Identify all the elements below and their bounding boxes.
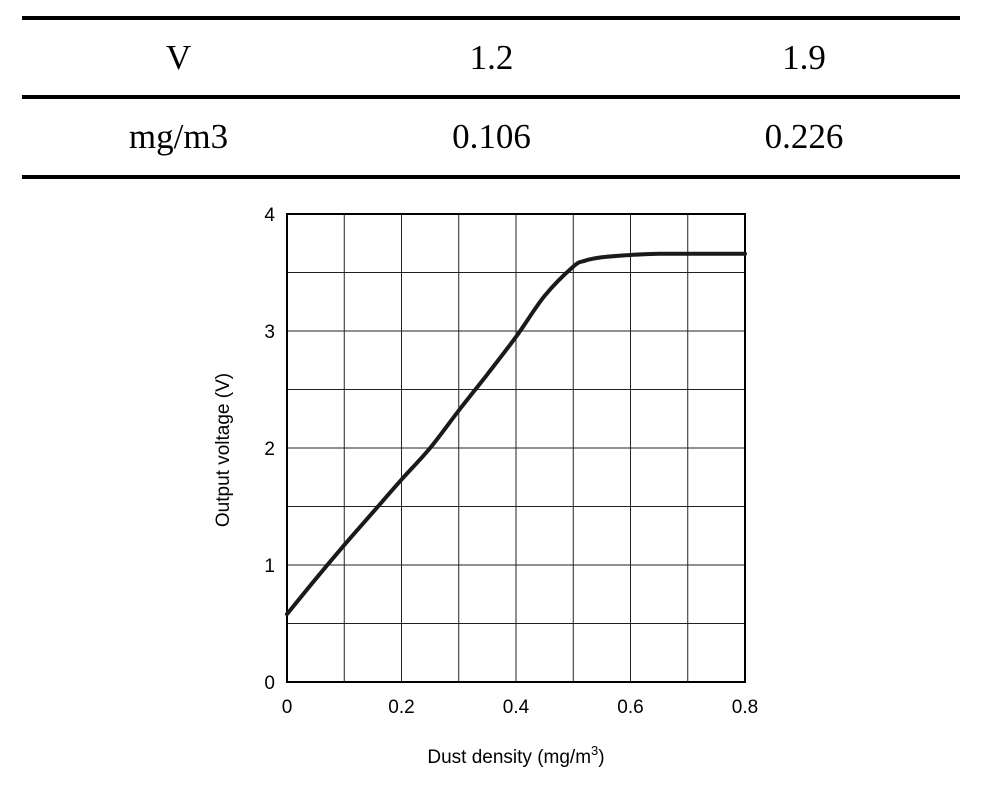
y-tick-label: 0: [264, 673, 275, 694]
x-tick-label: 0.6: [617, 697, 643, 718]
x-tick-label: 0: [282, 697, 293, 718]
table-cell: 0.106: [335, 97, 648, 179]
data-table: V 1.2 1.9 mg/m3 0.106 0.226: [22, 16, 960, 179]
table-row: mg/m3 0.106 0.226: [22, 97, 960, 179]
table-cell: V: [22, 16, 335, 99]
series-line: [285, 251, 747, 617]
x-axis-label: Dust density (mg/m3): [427, 743, 604, 768]
plot-frame: [286, 213, 746, 683]
y-axis-label: Output voltage (V): [213, 373, 234, 527]
x-tick-label: 0.2: [388, 697, 414, 718]
x-tick-label: 0.8: [732, 697, 758, 718]
table-cell: 0.226: [648, 97, 960, 179]
y-tick-label: 4: [264, 205, 275, 226]
table-row: V 1.2 1.9: [22, 16, 960, 99]
table-cell: 1.2: [335, 16, 648, 99]
table-cell: mg/m3: [22, 97, 335, 179]
grid: [286, 213, 746, 683]
tick-labels: 0 0.2 0.4 0.6 0.8 0 1 2 3 4: [264, 205, 758, 718]
table-cell: 1.9: [648, 16, 960, 99]
series-lines: [285, 251, 747, 617]
y-tick-label: 2: [264, 439, 275, 460]
y-tick-label: 1: [264, 556, 275, 577]
x-tick-label: 0.4: [503, 697, 530, 718]
y-tick-label: 3: [264, 322, 275, 343]
